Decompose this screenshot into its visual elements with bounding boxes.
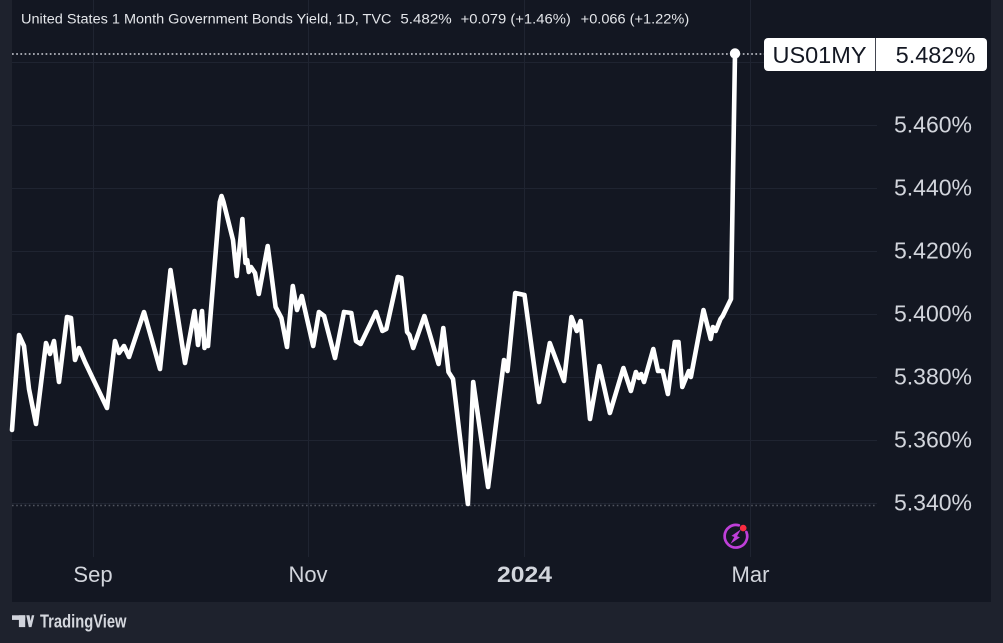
svg-text:Nov: Nov: [288, 562, 327, 587]
svg-text:Sep: Sep: [73, 562, 112, 587]
svg-text:5.440%: 5.440%: [894, 175, 972, 201]
svg-text:2024: 2024: [497, 562, 553, 587]
svg-text:5.400%: 5.400%: [894, 301, 972, 327]
svg-text:5.340%: 5.340%: [894, 490, 972, 516]
svg-text:5.360%: 5.360%: [894, 427, 972, 453]
svg-text:5.482%: 5.482%: [896, 42, 976, 68]
svg-text:US01MY: US01MY: [772, 42, 866, 68]
svg-text:Mar: Mar: [732, 562, 770, 587]
svg-text:5.380%: 5.380%: [894, 364, 972, 390]
svg-text:+0.066 (+1.22%): +0.066 (+1.22%): [581, 12, 690, 27]
svg-text:United States 1 Month Governme: United States 1 Month Government Bonds Y…: [21, 12, 392, 27]
svg-text:5.420%: 5.420%: [894, 238, 972, 264]
svg-text:5.460%: 5.460%: [894, 112, 972, 138]
svg-text:TradingView: TradingView: [40, 612, 127, 632]
svg-text:+0.079 (+1.46%): +0.079 (+1.46%): [461, 12, 571, 27]
svg-text:5.482%: 5.482%: [400, 12, 451, 27]
